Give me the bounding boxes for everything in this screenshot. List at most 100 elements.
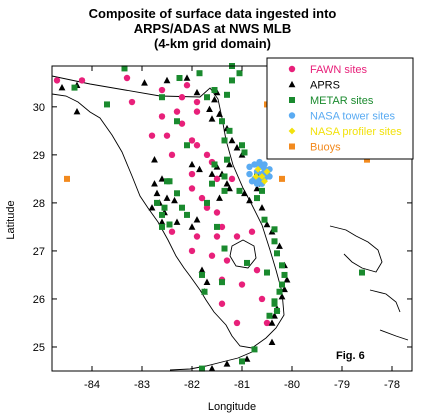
y-tick-label-2: 27 (33, 246, 45, 258)
data-point-1-11 (216, 110, 223, 117)
data-point-0-38 (258, 295, 266, 303)
data-point-0-34 (223, 257, 231, 264)
data-point-2-3 (159, 94, 165, 101)
data-point-0-39 (218, 300, 226, 307)
data-point-0-13 (148, 132, 156, 139)
x-tick-label-2: -82 (184, 379, 200, 391)
data-point-2-57 (271, 298, 278, 305)
legend-box (266, 57, 414, 160)
data-point-0-19 (188, 170, 196, 178)
bahamas-islands (369, 289, 409, 341)
data-point-1-14 (233, 144, 241, 151)
data-point-0-35 (253, 266, 261, 274)
data-point-2-5 (211, 87, 218, 94)
data-point-2-38 (261, 216, 268, 223)
data-point-0-29 (213, 233, 221, 240)
x-tick-label-0: -84 (84, 379, 100, 391)
data-point-1-5 (183, 74, 191, 81)
data-point-0-23 (198, 194, 206, 202)
data-point-0-1 (78, 77, 86, 84)
data-point-2-60 (239, 358, 245, 365)
data-point-2-11 (236, 70, 243, 77)
data-point-0-27 (168, 228, 176, 235)
data-point-0-22 (188, 185, 196, 192)
data-point-2-40 (271, 238, 278, 245)
data-point-0-17 (203, 151, 211, 159)
data-point-1-35 (193, 216, 201, 223)
data-point-1-50 (268, 319, 276, 326)
x-tick-label-6: -78 (384, 379, 400, 391)
data-point-2-30 (179, 204, 185, 211)
data-point-2-18 (221, 137, 228, 144)
data-point-1-8 (211, 96, 218, 103)
data-point-2-53 (244, 259, 250, 266)
data-point-2-26 (159, 211, 165, 218)
data-point-1-4 (163, 76, 171, 84)
data-point-4-4 (263, 168, 271, 176)
data-point-2-55 (184, 211, 190, 218)
data-point-2-54 (264, 269, 270, 276)
data-point-0-30 (233, 233, 241, 240)
bahamas-outline (329, 225, 383, 273)
legend-marker-5 (289, 143, 295, 150)
data-point-2-22 (209, 180, 215, 187)
data-point-2-61 (251, 346, 258, 353)
legend-label-1: APRS (310, 80, 340, 92)
plot-frame (51, 65, 413, 372)
y-tick-label-3: 28 (33, 198, 45, 210)
data-point-2-28 (166, 221, 173, 228)
data-point-1-52 (203, 278, 211, 285)
data-point-2-42 (279, 262, 285, 269)
data-point-0-6 (193, 98, 201, 106)
data-point-2-59 (199, 365, 205, 372)
data-point-2-36 (259, 187, 265, 194)
data-point-0-37 (238, 281, 246, 288)
data-point-3-5 (246, 170, 253, 178)
data-point-2-10 (229, 77, 235, 84)
y-tick-label-0: 25 (33, 342, 45, 354)
data-point-2-0 (71, 84, 78, 91)
data-point-1-54 (216, 194, 223, 201)
legend-label-2: METAR sites (310, 95, 374, 107)
data-point-2-14 (239, 142, 245, 149)
data-point-4-0 (254, 165, 262, 173)
data-point-5-0 (64, 175, 70, 182)
legend-label-3: NASA tower sites (310, 111, 395, 123)
data-point-1-53 (198, 266, 206, 273)
data-point-1-36 (241, 189, 248, 197)
legend-marker-4 (288, 127, 296, 135)
data-point-1-55 (226, 184, 233, 192)
x-axis-label: Longitude (208, 401, 256, 413)
legend-marker-2 (289, 97, 295, 103)
data-point-1-13 (228, 136, 236, 144)
data-point-0-9 (193, 108, 201, 115)
data-point-2-24 (174, 190, 180, 197)
data-point-0-21 (228, 175, 236, 183)
data-point-0-3 (158, 86, 166, 94)
data-point-0-4 (183, 82, 191, 89)
data-point-2-58 (359, 269, 365, 276)
data-point-1-26 (153, 189, 161, 197)
data-point-3-14 (261, 161, 268, 168)
florida-coastline (51, 75, 285, 349)
data-point-2-31 (204, 199, 210, 206)
data-point-1-0 (58, 84, 66, 91)
data-point-2-49 (199, 271, 205, 278)
data-point-2-2 (104, 101, 110, 108)
data-point-1-29 (171, 196, 178, 204)
data-point-3-12 (253, 180, 261, 187)
plot-axes: -84 -83 -82 -81 -80 -79 -78 25 26 27 28 29 30 (33, 65, 413, 391)
data-point-0-32 (188, 247, 196, 255)
data-point-1-38 (253, 184, 261, 192)
data-point-0-40 (263, 319, 271, 327)
data-point-2-16 (174, 118, 180, 125)
data-point-1-23 (151, 156, 158, 163)
chart-title-line-3: (4-km grid domain) (153, 36, 271, 51)
data-point-1-56 (268, 338, 276, 345)
data-point-4-3 (252, 173, 260, 180)
y-tick-label-5: 30 (33, 102, 45, 114)
data-point-2-29 (161, 204, 168, 211)
data-point-1-22 (226, 160, 233, 168)
florida-keys (169, 351, 253, 371)
data-point-1-46 (281, 285, 288, 293)
